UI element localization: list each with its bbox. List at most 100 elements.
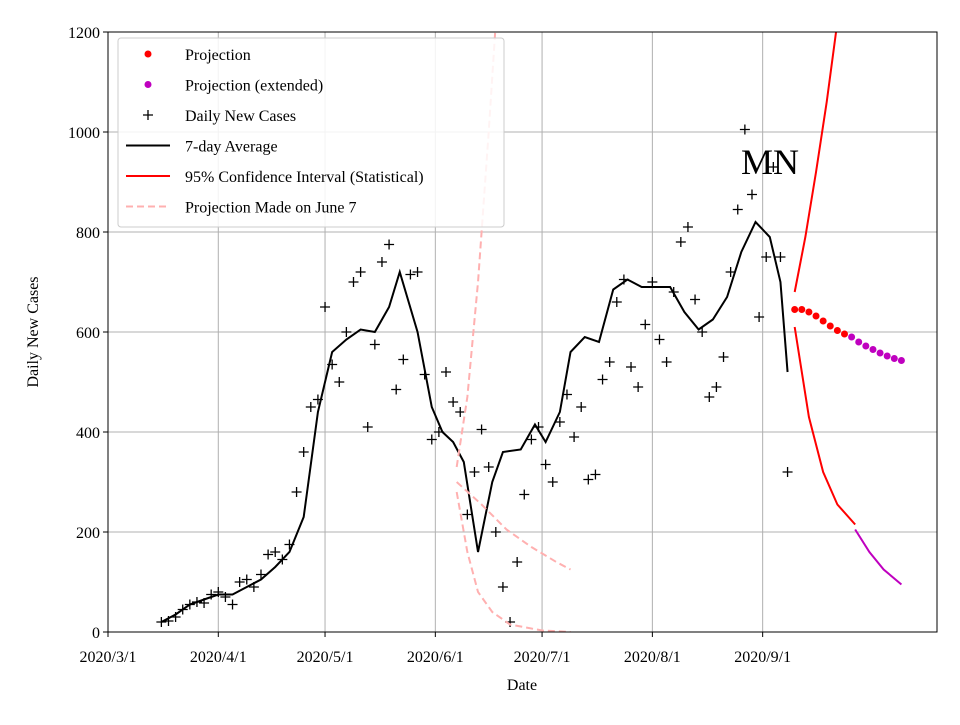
point bbox=[405, 269, 416, 280]
point bbox=[697, 327, 708, 337]
point bbox=[412, 267, 423, 277]
x-axis-label: Date bbox=[507, 677, 537, 694]
series-line bbox=[854, 528, 903, 586]
x-tick-label: 2020/4/1 bbox=[190, 649, 247, 666]
point bbox=[812, 312, 820, 320]
point bbox=[448, 397, 459, 407]
point bbox=[227, 599, 238, 610]
legend-marker bbox=[144, 81, 152, 88]
point bbox=[583, 474, 594, 485]
point bbox=[626, 362, 637, 372]
point bbox=[441, 367, 452, 377]
x-tick-label: 2020/3/1 bbox=[80, 649, 137, 666]
point bbox=[483, 462, 494, 472]
series-line bbox=[160, 220, 789, 623]
point bbox=[241, 574, 252, 585]
point bbox=[791, 306, 799, 313]
x-tick-label: 2020/8/1 bbox=[624, 649, 681, 666]
point bbox=[869, 346, 877, 353]
point bbox=[890, 355, 898, 362]
point bbox=[554, 417, 565, 427]
point bbox=[398, 354, 409, 365]
point bbox=[661, 357, 672, 367]
point bbox=[775, 252, 786, 262]
legend-marker bbox=[144, 50, 152, 58]
point bbox=[640, 319, 651, 330]
point bbox=[156, 617, 167, 627]
ticks: 2020/3/1 2020/4/1 2020/5/1 2020/6/1 2020/7/1… bbox=[68, 25, 791, 666]
y-tick-label: 1200 bbox=[68, 25, 100, 42]
point bbox=[739, 124, 750, 135]
point bbox=[512, 557, 523, 567]
point bbox=[690, 294, 701, 305]
point bbox=[675, 237, 686, 247]
y-tick-label: 0 bbox=[92, 625, 100, 642]
point bbox=[362, 422, 373, 432]
point bbox=[234, 577, 245, 587]
point bbox=[298, 447, 309, 457]
legend-label: Projection (extended) bbox=[185, 78, 323, 95]
point bbox=[826, 322, 834, 330]
point bbox=[263, 549, 274, 560]
point bbox=[647, 277, 658, 287]
series-line bbox=[455, 32, 497, 468]
point bbox=[611, 297, 622, 307]
point bbox=[597, 374, 608, 385]
point bbox=[291, 487, 302, 497]
point bbox=[391, 384, 402, 395]
point bbox=[519, 489, 530, 500]
x-tick-label: 2020/7/1 bbox=[514, 649, 571, 666]
point bbox=[455, 407, 466, 417]
point bbox=[761, 252, 772, 262]
point bbox=[376, 257, 387, 267]
point bbox=[462, 509, 473, 520]
x-tick-label: 2020/5/1 bbox=[297, 649, 354, 666]
point bbox=[704, 392, 715, 402]
point bbox=[341, 327, 352, 337]
x-tick-label: 2020/9/1 bbox=[734, 649, 791, 666]
point bbox=[255, 569, 266, 580]
point bbox=[334, 377, 345, 387]
point bbox=[654, 334, 665, 345]
series-line bbox=[455, 491, 571, 632]
series-line bbox=[793, 32, 838, 293]
y-tick-label: 400 bbox=[76, 425, 100, 442]
point bbox=[369, 339, 380, 350]
point bbox=[348, 277, 359, 287]
point bbox=[540, 459, 551, 470]
y-axis-label: Daily New Cases bbox=[25, 276, 42, 387]
point bbox=[426, 434, 437, 445]
point bbox=[590, 469, 601, 480]
point bbox=[805, 308, 813, 316]
point bbox=[384, 239, 395, 250]
point bbox=[547, 477, 558, 487]
legend-label: Projection bbox=[185, 47, 251, 64]
point bbox=[490, 527, 501, 537]
point bbox=[476, 424, 487, 435]
point bbox=[355, 267, 366, 277]
point bbox=[855, 338, 863, 346]
y-tick-label: 800 bbox=[76, 225, 100, 242]
point bbox=[819, 317, 827, 325]
series-line bbox=[456, 481, 571, 571]
plot-area bbox=[156, 32, 905, 632]
point bbox=[320, 302, 331, 312]
legend: Projection Projection (extended) Daily New… bbox=[117, 37, 505, 228]
annotation: MN bbox=[741, 142, 799, 182]
point bbox=[604, 357, 615, 367]
legend-box bbox=[117, 37, 505, 228]
point bbox=[569, 432, 580, 442]
point bbox=[798, 306, 806, 313]
point bbox=[497, 582, 508, 592]
series-line bbox=[793, 326, 856, 526]
point bbox=[469, 467, 480, 477]
point bbox=[711, 382, 722, 392]
y-tick-label: 200 bbox=[76, 525, 100, 542]
point bbox=[633, 382, 644, 392]
y-tick-label: 1000 bbox=[68, 125, 100, 142]
point bbox=[746, 189, 757, 200]
legend-marker bbox=[143, 110, 153, 120]
y-tick-label: 600 bbox=[76, 325, 100, 342]
point bbox=[305, 402, 316, 412]
legend-label: Daily New Cases bbox=[185, 108, 296, 125]
